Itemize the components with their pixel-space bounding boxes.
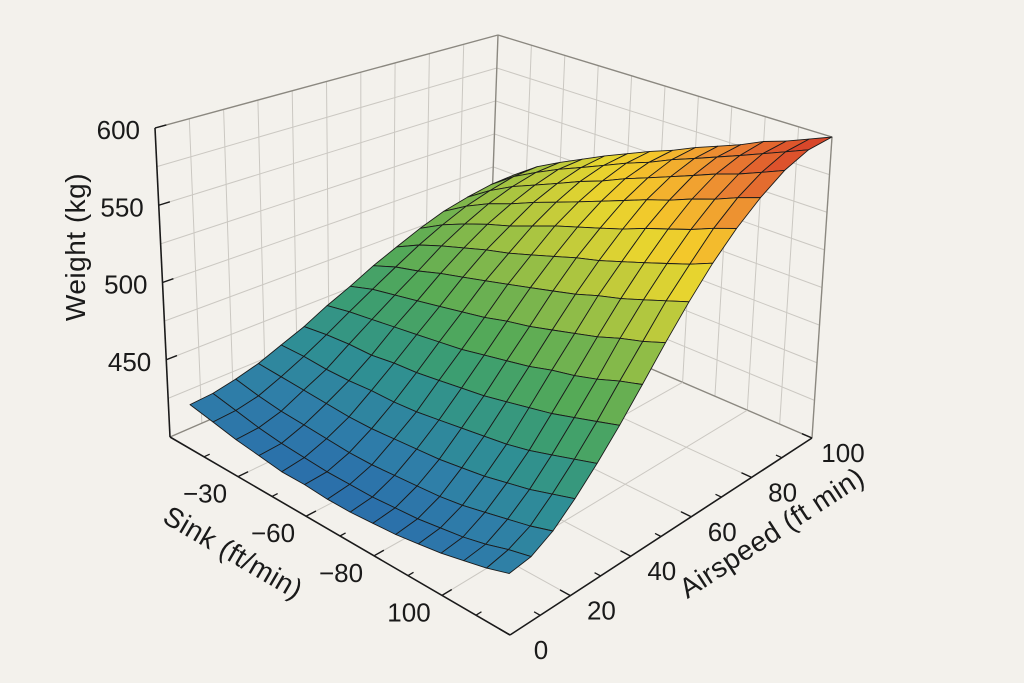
airspeed-tick-label: 100 (821, 438, 864, 468)
airspeed-tick-label: 80 (768, 477, 797, 507)
z-tick-label: 600 (97, 115, 140, 145)
z-tick-label: 550 (100, 192, 143, 222)
airspeed-tick-label: 60 (708, 517, 737, 547)
axes: 450 500 550 600 −30 −60 −80 100 0 20 40 60 80 100 (97, 115, 865, 665)
z-axis-title: Weight (kg) (60, 172, 91, 322)
sink-tick-label: −60 (251, 518, 295, 548)
z-tick-label: 500 (104, 270, 147, 300)
airspeed-tick-label: 0 (534, 635, 548, 665)
surface-mesh (189, 136, 833, 574)
airspeed-tick-label: 20 (587, 596, 616, 626)
sink-tick-label: −80 (319, 558, 363, 588)
airspeed-tick-label: 40 (647, 556, 676, 586)
surface-cell (486, 549, 532, 574)
sink-tick-label: −30 (183, 479, 227, 509)
sink-tick-label: 100 (387, 597, 430, 627)
z-tick-label: 450 (108, 347, 151, 377)
